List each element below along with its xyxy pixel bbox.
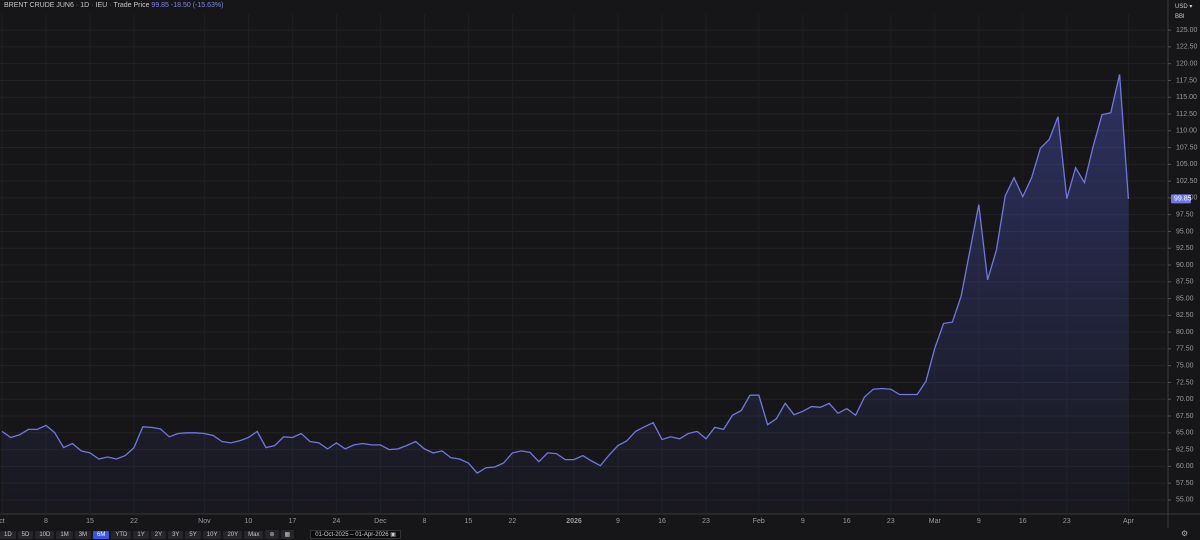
area-fill (2, 74, 1129, 515)
y-tick-label: 107.50 (1176, 144, 1198, 151)
x-tick-label: 17 (289, 518, 297, 525)
price-line (1, 74, 1130, 474)
x-tick-label: Apr (1123, 518, 1135, 525)
y-tick-label: 112.50 (1176, 111, 1197, 118)
y-tick-label: 120.00 (1176, 61, 1198, 68)
y-tick-label: 70.00 (1176, 396, 1194, 403)
y-tick-label: 60.00 (1176, 463, 1194, 470)
compare-icon[interactable]: ⊕ (265, 530, 279, 539)
symbol[interactable]: BRENT CRUDE JUN6 (4, 2, 74, 9)
y-tick-label: 77.50 (1176, 346, 1194, 353)
separator: · (109, 2, 112, 9)
date-from: 01-Oct-2025 (315, 532, 349, 538)
range-button[interactable]: 6M (93, 530, 110, 539)
y-tick-label: 80.00 (1176, 329, 1194, 336)
x-tick-label: Dec (374, 518, 387, 525)
x-tick-label: 8 (44, 518, 48, 525)
x-tick-label: Feb (753, 518, 765, 525)
y-tick-label: 87.50 (1176, 279, 1194, 286)
range-button[interactable]: Max (244, 530, 264, 539)
y-tick-label: 105.00 (1176, 161, 1198, 168)
y-tick-label: 62.50 (1176, 446, 1194, 453)
y-tick-label: 82.50 (1176, 312, 1194, 319)
last-price-label: 99.85 (1174, 196, 1192, 203)
x-tick-label: 16 (843, 518, 851, 525)
range-button[interactable]: 3M (74, 530, 92, 539)
separator: · (75, 2, 79, 9)
y-tick-label: 110.00 (1176, 128, 1197, 135)
y-tick-label: 97.50 (1176, 212, 1194, 219)
y-tick-label: 75.00 (1176, 363, 1194, 370)
settings-icon[interactable]: ⚙ (1181, 529, 1189, 538)
price: 99.85 (151, 2, 169, 9)
range-button[interactable]: YTD (111, 530, 132, 539)
range-button[interactable]: 10D (35, 530, 55, 539)
change: -18.50 (-15.63%) (170, 2, 224, 9)
x-tick-label: 10 (245, 518, 253, 525)
field[interactable]: Trade Price (113, 2, 150, 9)
unit-menu[interactable]: BBl (1175, 14, 1184, 20)
x-tick-label: Mar (929, 518, 942, 525)
y-tick-label: 72.50 (1176, 379, 1194, 386)
x-tick-label: 16 (658, 518, 666, 525)
range-button[interactable]: 2Y (150, 530, 167, 539)
range-button[interactable]: 10Y (202, 530, 222, 539)
x-tick-label: 15 (465, 518, 473, 525)
x-tick-label: ct (0, 518, 5, 525)
toolbar: 1D 5D 10D 1M 3M 6M YTD 1Y 2Y 3Y 5Y 10Y 20Y Max ⊕ ▦ 01-Oc… (0, 529, 401, 540)
header: BRENT CRUDE JUN6 · 1D · IEU · Trade Price 99.8… (4, 2, 223, 9)
x-tick-label: 16 (1019, 518, 1027, 525)
y-tick-label: 92.50 (1176, 245, 1194, 252)
y-tick-label: 95.00 (1176, 228, 1194, 235)
range-button[interactable]: 3Y (168, 530, 184, 539)
exchange: IEU (95, 2, 108, 9)
date-range[interactable]: 01-Oct-2025 – 01-Apr-2026 ▣ (310, 530, 401, 539)
x-tick-label: 23 (1063, 518, 1071, 525)
x-tick-label: 2026 (566, 518, 582, 525)
y-tick-label: 67.50 (1176, 413, 1194, 420)
range-button[interactable]: 20Y (223, 530, 243, 539)
currency: USD (1175, 4, 1188, 10)
dash: – (348, 532, 356, 538)
y-tick-label: 55.00 (1176, 497, 1194, 504)
range-button[interactable]: 1Y (133, 530, 149, 539)
x-tick-label: 9 (977, 518, 981, 525)
date-to: 01-Apr-2026 (355, 532, 389, 538)
unit: BBl (1175, 14, 1185, 20)
y-tick-label: 102.50 (1176, 178, 1198, 185)
y-tick-label: 85.00 (1176, 295, 1194, 302)
currency-menu[interactable]: USD ▾ (1175, 4, 1193, 10)
y-tick-label: 57.50 (1176, 480, 1194, 487)
y-tick-label: 122.50 (1176, 44, 1198, 51)
table-icon[interactable]: ▦ (280, 530, 295, 539)
x-tick-label: 9 (801, 518, 805, 525)
calendar-icon: ▣ (388, 532, 396, 538)
x-tick-label: 8 (422, 518, 426, 525)
x-tick-label: 23 (887, 518, 895, 525)
range-button[interactable]: 5Y (185, 530, 201, 539)
y-tick-label: 117.50 (1176, 77, 1197, 84)
x-tick-label: 22 (509, 518, 517, 525)
range-button[interactable]: 5D (17, 530, 34, 539)
y-tick-label: 125.00 (1176, 27, 1198, 34)
y-tick-label: 65.00 (1176, 430, 1194, 437)
y-tick-label: 115.00 (1176, 94, 1197, 101)
last-price-badge (1171, 194, 1191, 204)
x-tick-label: 24 (333, 518, 341, 525)
range-button[interactable]: 1M (56, 530, 73, 539)
y-tick-label: 90.00 (1176, 262, 1194, 269)
x-tick-label: 15 (86, 518, 94, 525)
separator: · (91, 2, 94, 9)
x-tick-label: 22 (130, 518, 138, 525)
x-tick-label: 23 (702, 518, 710, 525)
x-tick-label: Nov (198, 518, 211, 525)
range-button[interactable]: 1D (0, 530, 16, 539)
x-tick-label: 9 (616, 518, 620, 525)
interval[interactable]: 1D (80, 2, 90, 9)
